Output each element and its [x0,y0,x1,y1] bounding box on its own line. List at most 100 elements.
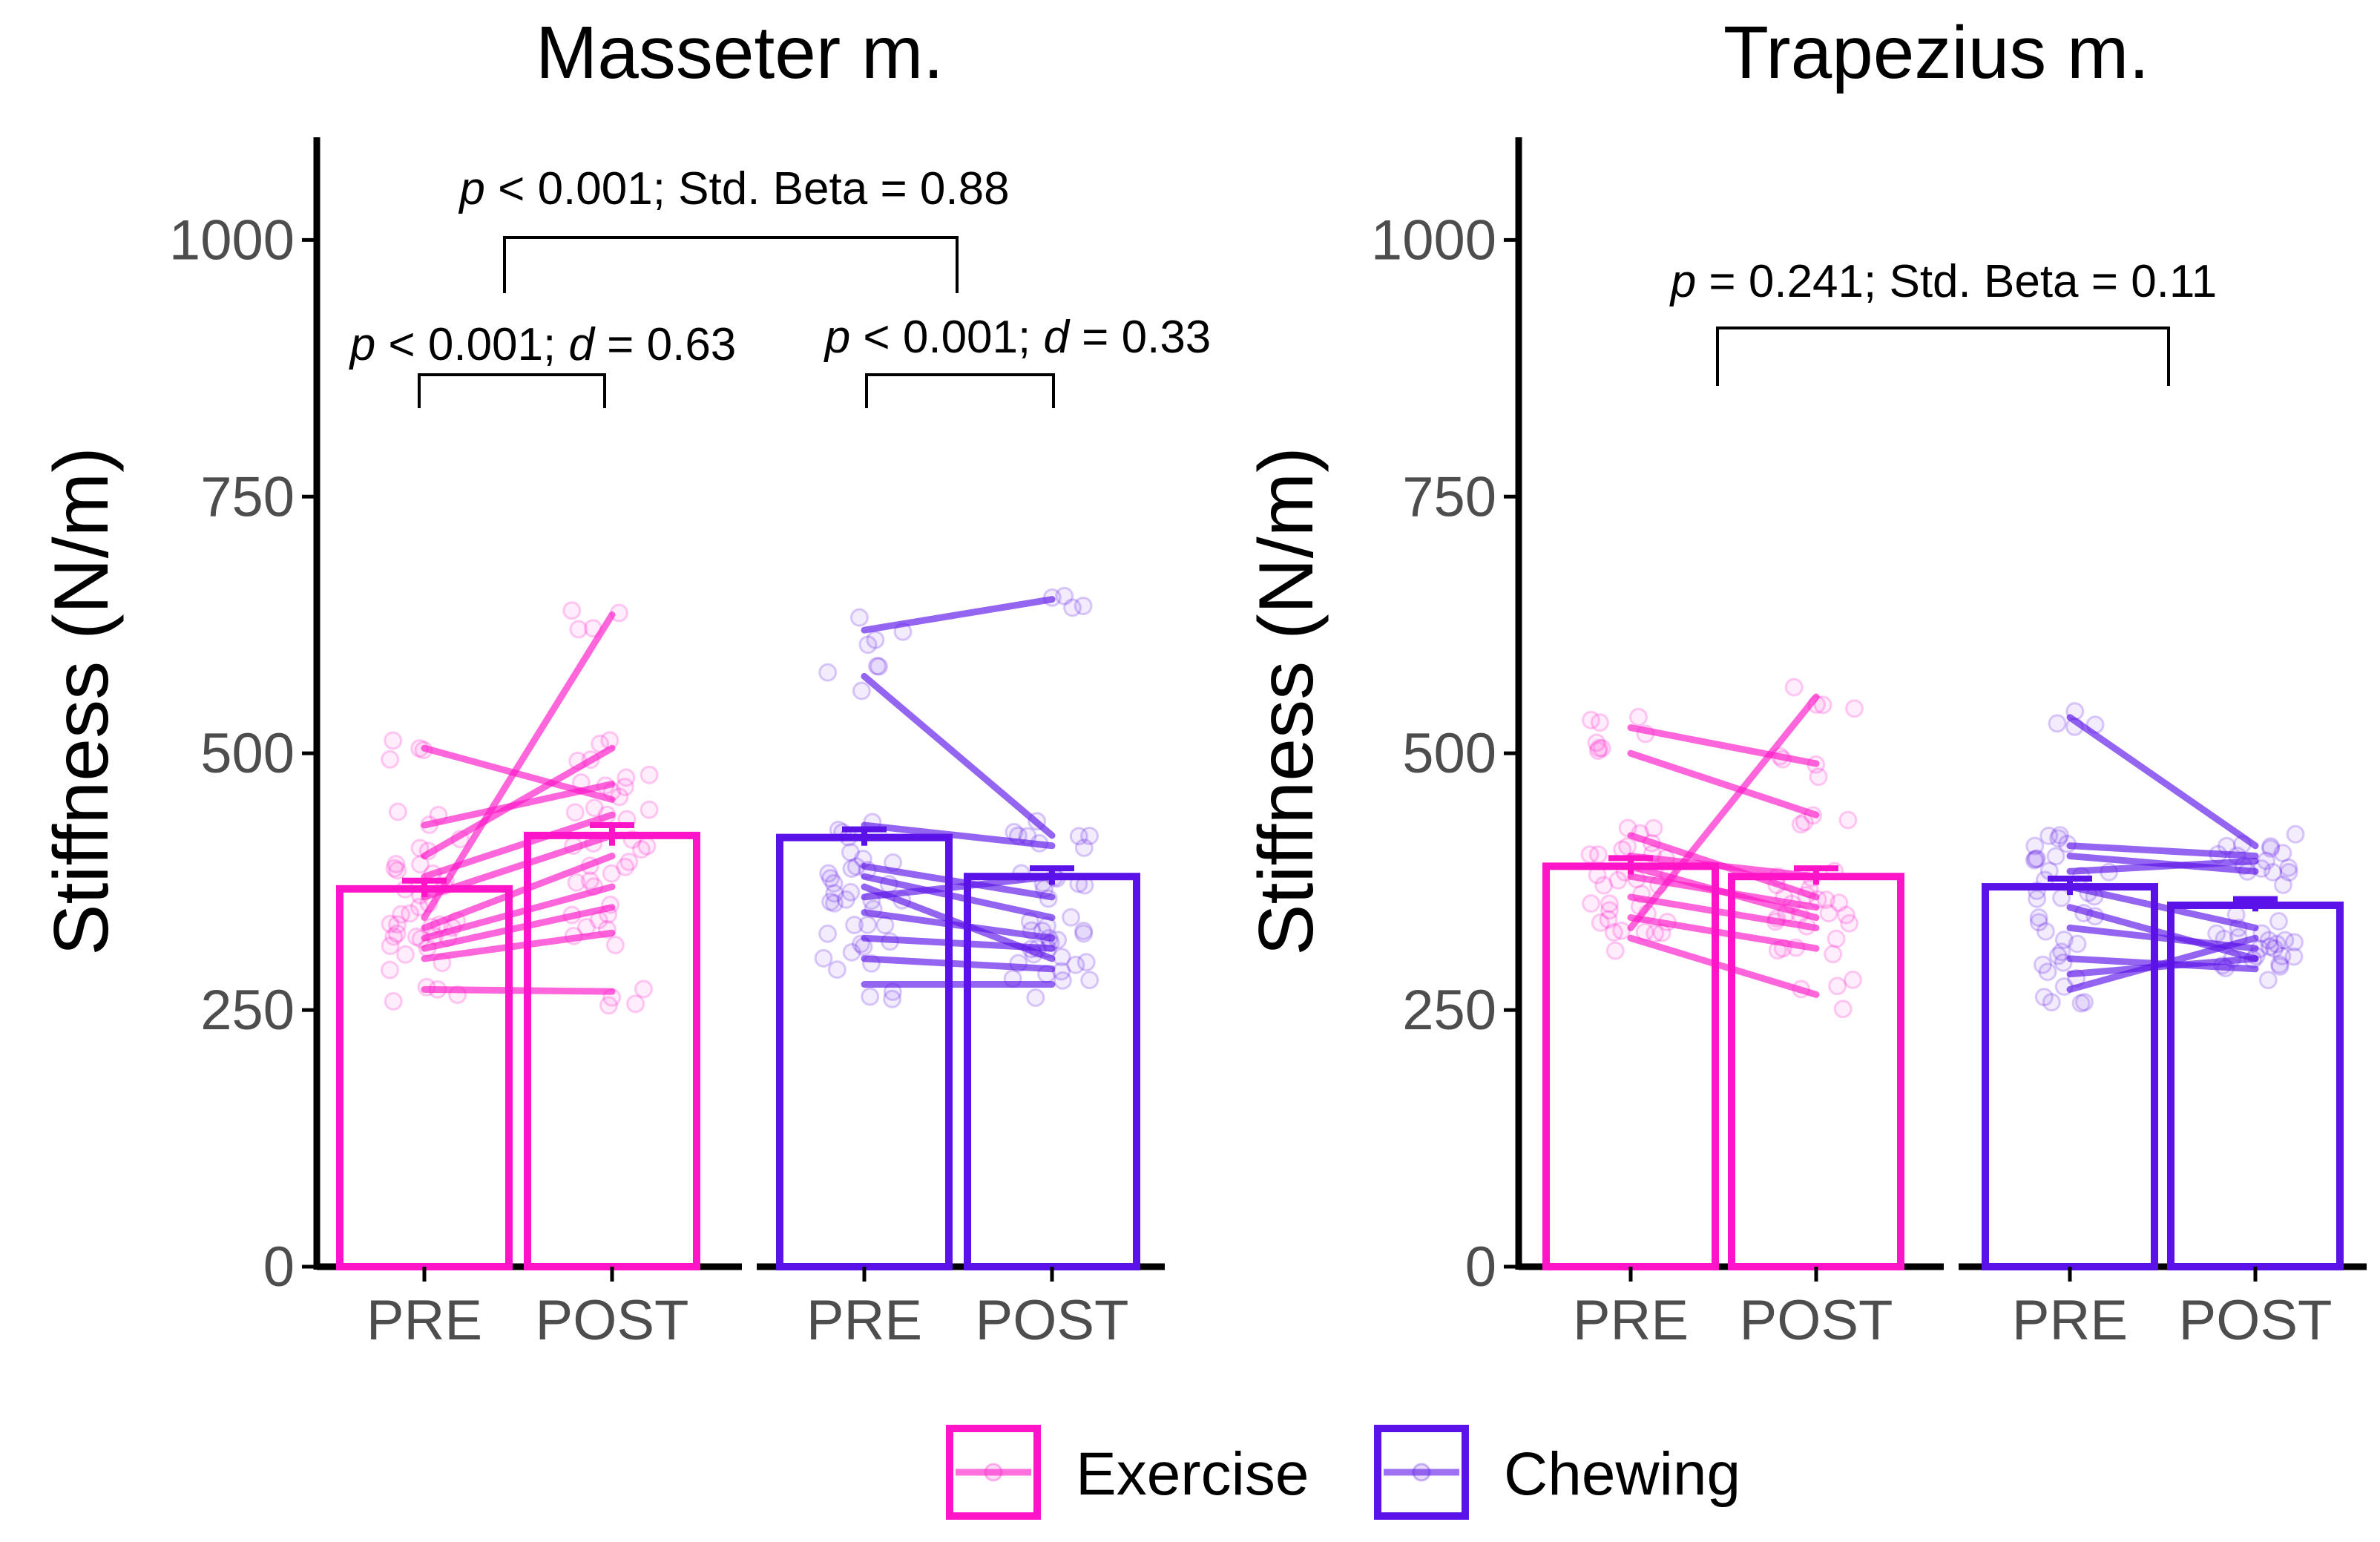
raw-data-point [1608,870,1628,890]
raw-data-point [388,802,407,821]
raw-data-point [2049,829,2068,848]
paired-line [2066,857,2259,875]
raw-data-point [1588,741,1608,761]
raw-data-point [842,859,861,878]
raw-data-point [2029,913,2048,932]
raw-data-point [2252,859,2271,879]
raw-data-point [818,924,838,943]
significance-bracket [865,373,1055,408]
raw-data-point [1600,894,1619,913]
raw-data-point [2071,994,2091,1013]
raw-data-point [1581,710,1600,729]
raw-data-point [384,731,403,750]
paired-line [861,873,1056,922]
raw-data-point [385,859,404,878]
y-tick-label: 0 [1465,1236,1496,1299]
raw-data-point [626,994,645,1014]
legend-label: Chewing [1504,1440,1740,1508]
raw-data-point [602,864,621,883]
raw-data-point [1605,941,1625,960]
raw-data-point [2046,847,2065,866]
paired-line [1627,724,1820,767]
raw-data-point [2068,934,2087,954]
x-tick-label: POST [2179,1289,2333,1352]
raw-data-point [2259,931,2278,950]
raw-data-point [1080,971,1099,990]
raw-data-point [1080,826,1099,845]
raw-data-point [640,800,659,819]
legend-key [1374,1425,1469,1520]
raw-data-point [1587,733,1606,752]
significance-bracket [503,236,959,293]
raw-data-point [407,927,426,946]
paired-line [421,883,616,942]
raw-data-point [1052,948,1071,967]
x-tick-label: PRE [2012,1289,2128,1352]
raw-data-point [2028,889,2047,908]
raw-data-point [631,840,651,859]
raw-data-point [1784,678,1804,697]
paired-line [421,904,616,952]
raw-data-point [849,608,869,627]
raw-data-point [845,916,864,935]
raw-data-point [2051,826,2070,845]
raw-data-point [2048,946,2068,965]
raw-data-point [1599,910,1618,929]
raw-data-point [2033,955,2052,974]
raw-data-point [2039,826,2059,845]
raw-data-point [1644,818,1663,838]
paired-line [421,985,616,995]
raw-data-point [2054,953,2073,972]
raw-data-point [1053,971,1072,990]
raw-data-point [2272,946,2292,965]
raw-data-point [384,927,404,946]
raw-data-point [616,857,635,876]
raw-data-point [395,945,415,964]
raw-data-point [2025,836,2045,856]
raw-data-point [824,873,844,893]
raw-data-point [884,853,903,872]
significance-bracket [1716,327,2170,386]
raw-data-point [841,882,861,902]
raw-data-point [1813,695,1832,715]
raw-data-point [1646,924,1665,943]
raw-data-point [1074,838,1094,857]
raw-data-point [1582,893,1601,913]
raw-data-point [2284,947,2304,966]
raw-data-point [2273,844,2292,863]
raw-data-point [1048,931,1068,950]
raw-data-point [821,868,840,888]
paired-line [1627,873,1820,911]
raw-data-point [1612,921,1631,940]
x-tick-label: PRE [366,1289,482,1352]
raw-data-point [1026,988,1045,1007]
raw-data-point [883,989,902,1008]
raw-data-point [814,948,833,968]
bar [1728,873,1904,1270]
raw-data-point [2207,924,2226,943]
paired-line [1627,914,1820,952]
raw-data-point [564,836,583,856]
paired-line [861,862,1056,901]
raw-data-point [2042,993,2061,1012]
raw-data-point [1833,1000,1853,1019]
raw-data-point [861,987,880,1006]
raw-data-point [1052,962,1071,981]
significance-annotation: p = 0.241; Std. Beta = 0.11 [1669,256,2218,307]
raw-data-point [580,871,599,890]
raw-data-point [825,884,844,903]
raw-data-point [615,778,634,797]
raw-data-point [2263,862,2282,882]
raw-data-point [2265,939,2284,958]
raw-data-point [2261,837,2281,856]
x-tick-label: POST [536,1289,689,1352]
y-tick-label: 750 [1402,465,1496,528]
raw-data-point [565,803,585,822]
raw-data-point [2260,937,2279,957]
y-tick-label: 500 [1402,722,1496,785]
raw-data-point [619,852,639,871]
raw-data-point [825,893,844,913]
raw-data-point [2261,839,2281,859]
